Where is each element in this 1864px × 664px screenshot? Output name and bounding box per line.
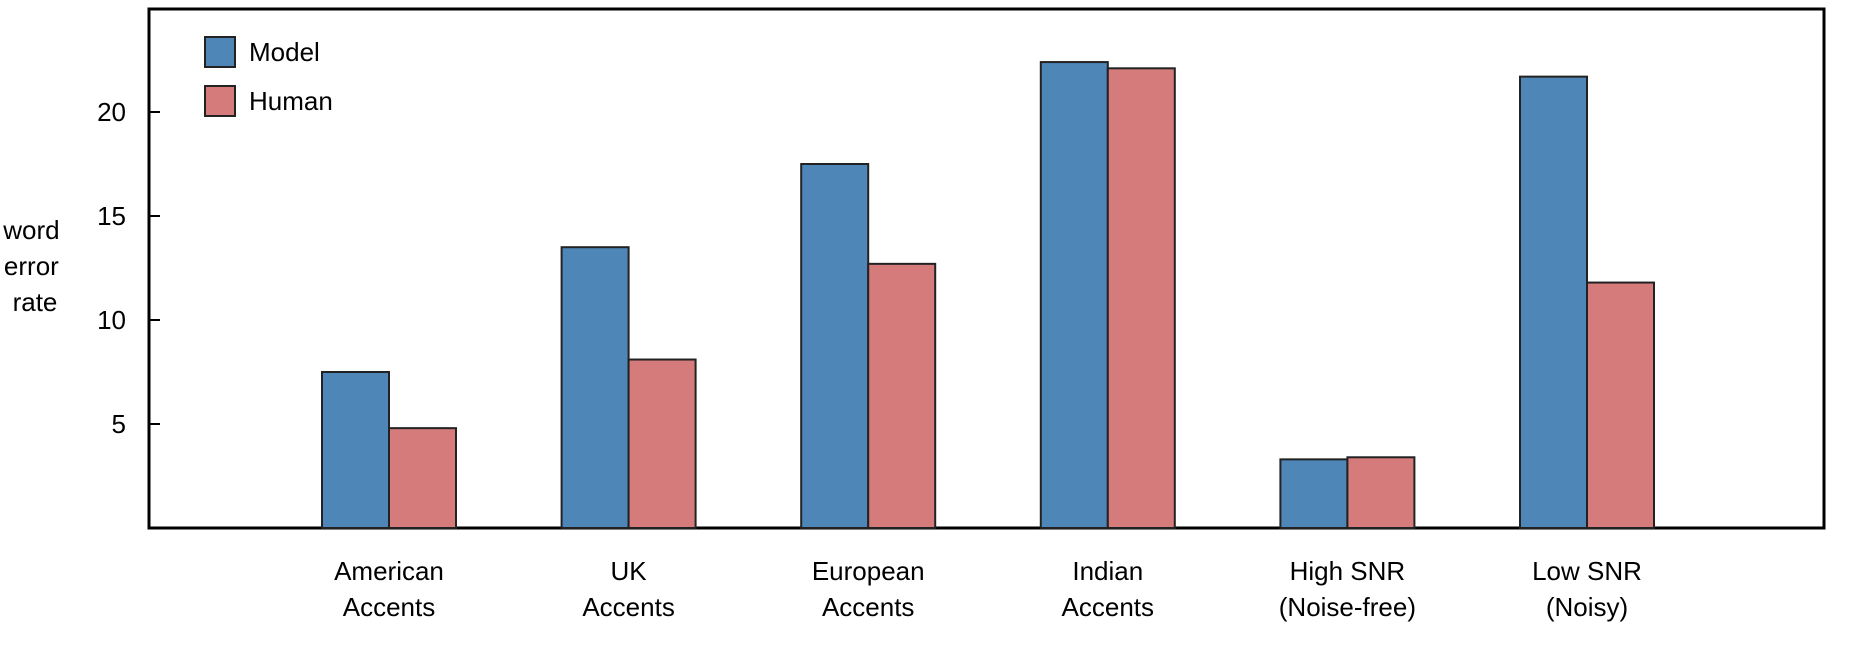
legend-item-model: Model <box>204 36 320 68</box>
bar-model-uk-accents <box>560 246 630 529</box>
bar-human-indian-accents <box>1106 67 1176 529</box>
y-tick-label-15: 15 <box>97 201 126 231</box>
bar-human-low-snr-noisy <box>1586 281 1655 529</box>
bar-human-high-snr-noise-free <box>1346 456 1416 529</box>
bar-model-indian-accents <box>1039 61 1109 530</box>
x-category-label-line: Low SNR <box>1532 556 1642 586</box>
x-category-label-line: (Noise-free) <box>1279 592 1416 622</box>
bar-model-low-snr-noisy <box>1519 75 1588 529</box>
bar-model-european-accents <box>800 163 870 529</box>
legend-item-human: Human <box>204 85 333 117</box>
x-category-label-line: Accents <box>582 592 675 622</box>
x-category-label-american-accents: American Accents <box>334 556 444 622</box>
x-category-label-line: Accents <box>1062 592 1155 622</box>
x-category-label-low-snr-noisy: Low SNR (Noisy) <box>1532 556 1642 622</box>
legend-swatch-model <box>204 36 236 68</box>
x-category-label-high-snr-noise-free: High SNR (Noise-free) <box>1279 556 1416 622</box>
y-axis-ticks: 5 10 15 20 <box>97 97 160 439</box>
x-category-label-indian-accents: Indian Accents <box>1062 556 1155 622</box>
y-tick-label-10: 10 <box>97 305 126 335</box>
y-axis-title-line-2: error <box>4 251 59 281</box>
bar-human-american-accents <box>388 427 457 529</box>
bar-model-high-snr-noise-free <box>1279 458 1349 529</box>
y-axis-title: word error rate <box>2 215 67 317</box>
x-category-label-line: American <box>334 556 444 586</box>
x-category-label-line: (Noisy) <box>1546 592 1628 622</box>
bars-group <box>321 61 1655 530</box>
y-axis-title-line-3: rate <box>13 287 58 317</box>
y-tick-label-5: 5 <box>112 409 126 439</box>
x-category-label-line: High SNR <box>1290 556 1406 586</box>
x-category-label-line: Accents <box>343 592 436 622</box>
x-category-label-uk-accents: UK Accents <box>582 556 675 622</box>
legend: Model Human <box>204 36 333 117</box>
x-category-label-european-accents: European Accents <box>812 556 925 622</box>
bar-model-american-accents <box>321 371 390 529</box>
legend-label-model: Model <box>249 37 320 67</box>
x-category-label-line: European <box>812 556 925 586</box>
x-category-label-line: Indian <box>1072 556 1143 586</box>
legend-label-human: Human <box>249 86 333 116</box>
y-tick-label-20: 20 <box>97 97 126 127</box>
bar-human-european-accents <box>867 262 937 529</box>
legend-swatch-human <box>204 85 236 117</box>
bar-human-uk-accents <box>627 358 697 529</box>
y-axis-title-line-1: word <box>2 215 59 245</box>
x-category-label-line: Accents <box>822 592 915 622</box>
x-category-label-line: UK <box>611 556 648 586</box>
